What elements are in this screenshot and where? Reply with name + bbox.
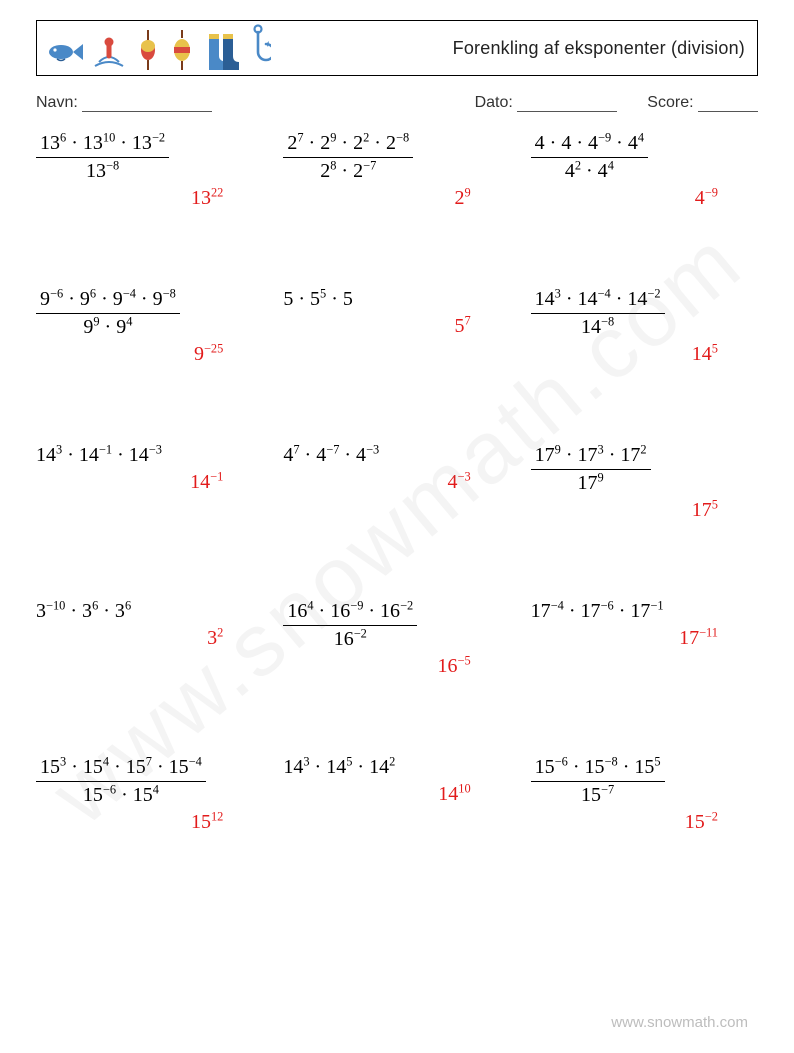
date-blank	[517, 97, 617, 112]
problem-answer: 17−11	[531, 627, 758, 650]
problem: 9−6 · 96 · 9−4 · 9−899 · 94 9−25	[36, 288, 263, 366]
name-blank	[82, 97, 212, 112]
problem-answer: 4−3	[283, 471, 510, 494]
bobber-icon	[167, 28, 197, 72]
problem-expression: 27 · 29 · 22 · 2−828 · 2−7	[283, 132, 510, 183]
problem-expression: 143 · 145 · 142	[283, 756, 510, 779]
problem-answer: 16−5	[283, 655, 510, 678]
problem-answer: 15−2	[531, 811, 758, 834]
problem-expression: 179 · 173 · 172179	[531, 444, 758, 495]
problem: 136 · 1310 · 13−213−8 1322	[36, 132, 263, 210]
problems-grid: 136 · 1310 · 13−213−8 1322 27 · 29 · 22 · …	[36, 132, 758, 834]
swimmer-icon	[89, 32, 129, 72]
worksheet-page: Forenkling af eksponenter (division) Nav…	[0, 0, 794, 1053]
boots-icon	[201, 28, 241, 72]
problem-answer: 145	[531, 343, 758, 366]
problem: 153 · 154 · 157 · 15−415−6 · 154 1512	[36, 756, 263, 834]
problem-expression: 153 · 154 · 157 · 15−415−6 · 154	[36, 756, 263, 807]
problem-answer: 1512	[36, 811, 263, 834]
problem: 143 · 14−1 · 14−3 14−1	[36, 444, 263, 522]
problem: 4 · 4 · 4−9 · 4442 · 44 4−9	[531, 132, 758, 210]
score-field: Score:	[647, 94, 758, 112]
problem-answer: 14−1	[36, 471, 263, 494]
problem: 179 · 173 · 172179 175	[531, 444, 758, 522]
name-label: Navn:	[36, 94, 78, 111]
footer-link: www.snowmath.com	[611, 1014, 748, 1031]
problem: 15−6 · 15−8 · 15515−7 15−2	[531, 756, 758, 834]
problem: 143 · 14−4 · 14−214−8 145	[531, 288, 758, 366]
name-field: Navn:	[36, 94, 475, 112]
problem-expression: 143 · 14−1 · 14−3	[36, 444, 263, 467]
problem-answer: 175	[531, 499, 758, 522]
fish-icon	[43, 32, 85, 72]
problem-expression: 9−6 · 96 · 9−4 · 9−899 · 94	[36, 288, 263, 339]
date-field: Dato:	[475, 94, 618, 112]
problem-expression: 4 · 4 · 4−9 · 4442 · 44	[531, 132, 758, 183]
problem: 143 · 145 · 142 1410	[283, 756, 510, 834]
score-blank	[698, 97, 758, 112]
problem: 3−10 · 36 · 36 32	[36, 600, 263, 678]
page-title: Forenkling af eksponenter (division)	[453, 38, 745, 59]
problem-expression: 164 · 16−9 · 16−216−2	[283, 600, 510, 651]
problem-expression: 136 · 1310 · 13−213−8	[36, 132, 263, 183]
float-icon	[133, 28, 163, 72]
problem: 17−4 · 17−6 · 17−1 17−11	[531, 600, 758, 678]
problem-expression: 5 · 55 · 5	[283, 288, 510, 311]
problem-answer: 1410	[283, 783, 510, 806]
problem-answer: 1322	[36, 187, 263, 210]
score-label: Score:	[647, 94, 693, 111]
hook-icon	[245, 24, 271, 72]
problem: 47 · 4−7 · 4−3 4−3	[283, 444, 510, 522]
problem-answer: 4−9	[531, 187, 758, 210]
problem: 5 · 55 · 5 57	[283, 288, 510, 366]
problem-answer: 9−25	[36, 343, 263, 366]
problem-answer: 57	[283, 315, 510, 338]
problem-expression: 15−6 · 15−8 · 15515−7	[531, 756, 758, 807]
date-label: Dato:	[475, 94, 513, 111]
problem: 27 · 29 · 22 · 2−828 · 2−7 29	[283, 132, 510, 210]
problem: 164 · 16−9 · 16−216−2 16−5	[283, 600, 510, 678]
problem-expression: 143 · 14−4 · 14−214−8	[531, 288, 758, 339]
header-box: Forenkling af eksponenter (division)	[36, 20, 758, 76]
header-icons	[43, 24, 271, 72]
problem-expression: 47 · 4−7 · 4−3	[283, 444, 510, 467]
meta-row: Navn: Dato: Score:	[36, 94, 758, 112]
problem-expression: 3−10 · 36 · 36	[36, 600, 263, 623]
problem-expression: 17−4 · 17−6 · 17−1	[531, 600, 758, 623]
problem-answer: 32	[36, 627, 263, 650]
problem-answer: 29	[283, 187, 510, 210]
